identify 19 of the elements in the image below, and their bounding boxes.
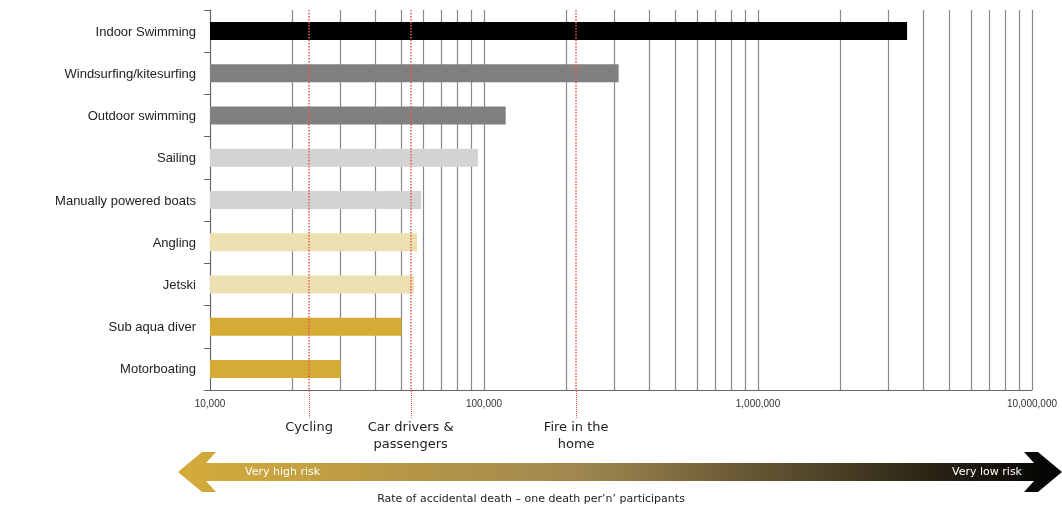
y-tick-label: Motorboating [120, 361, 196, 377]
y-tick-label: Outdoor swimming [87, 108, 196, 124]
y-tick-label: Angling [152, 234, 196, 250]
text: Rate of accidental death – one death per’n’ participants [376, 492, 686, 505]
x-tick-label: 100,000 [465, 397, 503, 409]
y-tick-label: Indoor Swimming [95, 23, 196, 39]
y-tick-label: Sub aqua diver [108, 319, 197, 335]
x-tick-label: 1,000,000 [735, 397, 781, 409]
x-tick-label: 10,000,000 [1006, 397, 1058, 409]
y-tick-label: Windsurfing/kitesurfing [64, 65, 196, 81]
y-tick-label: Manually powered boats [55, 192, 197, 208]
y-tick-label: Jetski [162, 276, 197, 292]
y-tick-label: Sailing [156, 150, 196, 166]
ref-line-label: Cycling [284, 418, 334, 435]
text: Very low risk [952, 465, 1022, 479]
text: Very high risk [245, 465, 321, 479]
ref-line-label: Car drivers & passengers [366, 418, 455, 452]
x-tick-label: 10,000 [194, 397, 226, 409]
ref-line-label: Fire in the home [542, 418, 610, 452]
